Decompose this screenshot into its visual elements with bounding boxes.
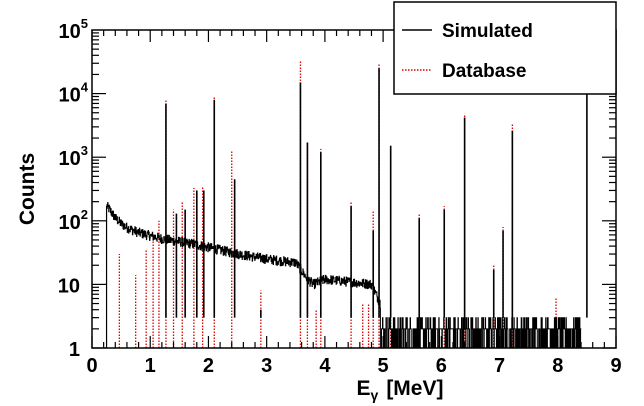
database-series [118,61,557,348]
simulated-continuum [106,202,582,349]
x-tick-label: 3 [261,355,272,377]
x-tick-label: 1 [145,355,156,377]
y-axis-label: Counts [16,153,39,225]
y-tick-label-exponent: 5 [81,16,88,31]
y-tick-label-base: 10 [59,85,81,107]
y-tick-label: 102 [59,207,88,234]
x-tick-label: 2 [203,355,214,377]
x-tick-label: 9 [610,355,621,377]
x-tick-label: 6 [436,355,447,377]
y-tick-label-exponent: 4 [81,80,89,95]
legend: Simulated Database [393,1,617,95]
x-tick-label: 5 [378,355,389,377]
legend-label-simulated: Simulated [442,21,533,42]
x-tick-label: 8 [552,355,563,377]
y-tick-label: 10 [58,275,80,297]
x-tick-label: 7 [494,355,505,377]
y-tick-label-base: 10 [59,148,81,170]
legend-box [393,1,617,95]
y-tick-label: 1 [69,339,80,361]
legend-label-database: Database [442,61,527,82]
simulated-series [105,68,588,349]
y-tick-label: 105 [59,16,88,43]
x-axis-label: Eγ [MeV] [357,377,444,403]
x-tick-label: 0 [86,355,97,377]
x-axis-label-sub: γ [371,387,379,403]
y-tick-label: 103 [59,143,88,170]
y-tick-label: 104 [59,80,89,107]
y-tick-label-base: 10 [59,212,81,234]
y-tick-label-exponent: 3 [81,143,88,158]
y-tick-label-base: 10 [59,21,81,43]
x-axis-label-main: E [357,377,371,400]
x-axis-label-unit: [MeV] [386,377,443,400]
plot-frame [91,29,617,349]
y-tick-label-exponent: 2 [81,207,88,222]
x-tick-label: 4 [319,355,331,377]
